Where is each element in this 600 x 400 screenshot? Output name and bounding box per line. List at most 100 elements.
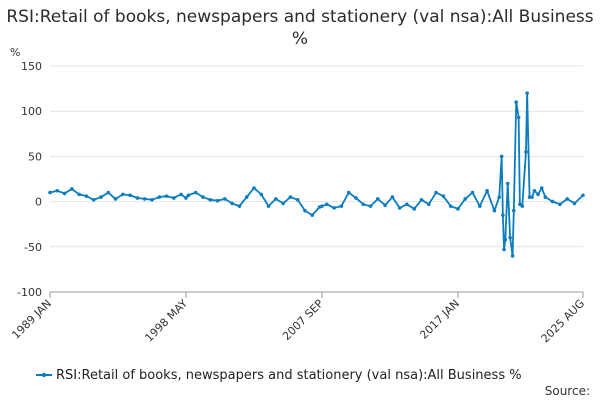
data-point xyxy=(558,202,562,207)
data-point xyxy=(332,206,336,210)
data-point xyxy=(164,194,169,198)
data-point xyxy=(383,203,387,208)
series-group xyxy=(48,91,585,258)
y-tick-label: -50 xyxy=(24,241,42,254)
data-point xyxy=(510,254,515,258)
legend: RSI:Retail of books, newspapers and stat… xyxy=(36,368,522,383)
data-point xyxy=(201,195,205,199)
data-point xyxy=(505,181,510,186)
data-point xyxy=(230,201,234,206)
data-point xyxy=(172,196,176,200)
y-tick-label: 100 xyxy=(21,105,42,118)
data-point xyxy=(492,208,497,213)
x-tick-label: 1998 MAY xyxy=(142,297,190,345)
data-point xyxy=(113,197,118,201)
data-point xyxy=(477,204,482,208)
y-tick-label: -100 xyxy=(17,286,42,299)
data-point xyxy=(434,190,438,195)
grid-lines xyxy=(50,65,583,293)
data-point xyxy=(502,247,506,252)
y-tick-label: 50 xyxy=(28,150,42,163)
x-tick-label: 2017 JAN xyxy=(417,297,462,342)
data-point xyxy=(274,197,278,201)
data-point xyxy=(427,202,431,207)
data-point xyxy=(397,206,402,210)
data-point xyxy=(368,204,373,208)
data-point xyxy=(128,193,132,198)
data-point xyxy=(532,188,537,193)
data-point xyxy=(121,192,125,197)
data-point xyxy=(376,197,380,201)
data-point xyxy=(77,192,81,197)
y-axis-ticks: 150 100 50 0 -50 -100 xyxy=(17,60,42,299)
data-point xyxy=(543,195,548,199)
y-tick-label: 150 xyxy=(21,60,42,73)
y-tick-label: 0 xyxy=(35,196,42,209)
data-point xyxy=(361,202,366,207)
data-point xyxy=(237,204,242,208)
data-point xyxy=(150,197,154,202)
legend-swatch-marker xyxy=(41,372,47,378)
data-point xyxy=(530,195,534,199)
data-point xyxy=(516,115,521,120)
data-point xyxy=(448,204,453,208)
data-point xyxy=(390,195,395,199)
y-axis-unit-label: % xyxy=(10,46,20,59)
data-point xyxy=(524,150,528,154)
data-point xyxy=(266,204,271,208)
data-point xyxy=(288,195,293,199)
data-point xyxy=(514,100,519,104)
data-point xyxy=(441,194,446,198)
data-point xyxy=(325,202,329,207)
data-point xyxy=(581,193,585,198)
data-point xyxy=(508,235,512,240)
data-point xyxy=(55,188,60,193)
data-point xyxy=(179,192,183,197)
data-point xyxy=(310,213,315,217)
source-label: Source: xyxy=(544,384,590,398)
data-point xyxy=(48,190,52,195)
data-point xyxy=(511,208,516,213)
x-tick-label: 1989 JAN xyxy=(9,297,54,342)
data-point xyxy=(70,187,74,191)
data-point xyxy=(295,197,300,202)
data-point xyxy=(346,190,351,195)
chart-title: RSI:Retail of books, newspapers and stat… xyxy=(6,7,594,49)
data-point xyxy=(339,204,344,208)
x-tick-label: 2007 SEP xyxy=(280,297,326,343)
data-point xyxy=(184,196,188,200)
data-point xyxy=(84,194,89,198)
data-point xyxy=(419,197,424,202)
data-point xyxy=(503,237,508,242)
data-point xyxy=(252,186,256,190)
data-point xyxy=(99,195,103,199)
data-point xyxy=(208,197,213,202)
series-line xyxy=(49,92,584,257)
data-point xyxy=(463,197,468,201)
data-point xyxy=(193,190,198,195)
data-point xyxy=(412,207,417,211)
data-point xyxy=(572,201,577,206)
data-point xyxy=(62,191,67,196)
data-point xyxy=(550,199,555,204)
data-point xyxy=(157,195,162,199)
data-point xyxy=(536,192,540,197)
data-point xyxy=(501,213,505,217)
data-point xyxy=(186,193,191,198)
data-point xyxy=(259,192,264,197)
data-point xyxy=(485,188,489,193)
data-point xyxy=(281,201,285,206)
data-point xyxy=(354,196,358,200)
data-point xyxy=(470,190,475,195)
data-point xyxy=(142,197,147,201)
data-point xyxy=(223,197,227,201)
data-point xyxy=(91,197,96,202)
data-point xyxy=(106,190,111,195)
data-point xyxy=(320,204,324,208)
data-point xyxy=(565,197,570,201)
data-point xyxy=(456,207,460,211)
x-tick-label: 2025 AUG xyxy=(539,297,588,346)
data-point xyxy=(539,186,544,190)
data-point xyxy=(215,198,220,203)
